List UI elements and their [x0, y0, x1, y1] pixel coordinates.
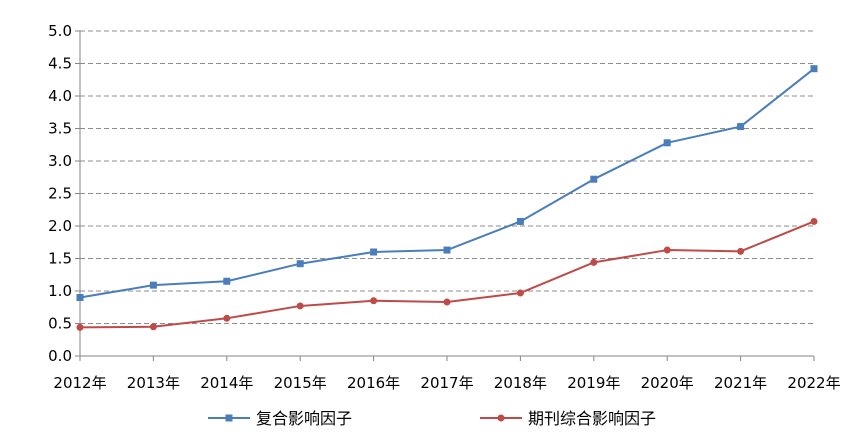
x-tick-label: 2016年: [347, 374, 400, 392]
series-line: [79, 67, 815, 299]
data-point: [663, 139, 671, 147]
x-tick-label: 2014年: [200, 374, 253, 392]
data-point: [590, 258, 598, 266]
y-tick-label: 1.0: [48, 282, 72, 300]
data-point: [370, 297, 378, 305]
data-point: [76, 294, 84, 301]
y-tick-label: 3.5: [48, 120, 72, 138]
y-tick-label: 4.5: [48, 55, 72, 73]
data-point: [149, 323, 157, 331]
data-point: [810, 217, 818, 225]
gridlines: [80, 30, 814, 324]
x-tick-label: 2012年: [53, 374, 106, 392]
series: [76, 65, 818, 331]
legend-label: 复合影响因子: [256, 409, 352, 428]
series-line: [79, 220, 815, 329]
data-point: [443, 246, 451, 254]
data-point: [149, 281, 157, 289]
y-tick-label: 3.0: [48, 152, 72, 170]
data-point: [737, 123, 745, 131]
data-point: [223, 314, 231, 322]
series-2: [76, 217, 818, 331]
data-point: [370, 248, 378, 256]
data-point: [663, 246, 671, 254]
x-tick-label: 2013年: [127, 374, 180, 392]
data-point: [810, 65, 818, 73]
y-tick-label: 2.5: [48, 185, 72, 203]
y-tick-label: 2.0: [48, 217, 72, 235]
data-point: [296, 260, 304, 268]
x-tick-label: 2017年: [420, 374, 473, 392]
y-axis-tick-labels: 0.0 0.5 1.0 1.5 2.0 2.5 3.0 3.5 4.0 4.5 5.0: [48, 22, 72, 365]
legend-item-2: 期刊综合影响因子: [480, 409, 656, 428]
data-point: [296, 302, 304, 310]
y-tick-label: 5.0: [48, 22, 72, 40]
legend-item-1: 复合影响因子: [208, 409, 352, 428]
data-point: [223, 277, 231, 285]
data-point: [516, 217, 524, 225]
y-tick-label: 1.5: [48, 250, 72, 268]
x-tick-label: 2019年: [567, 374, 620, 392]
data-point: [590, 175, 598, 183]
data-point: [443, 298, 451, 306]
legend: 复合影响因子 期刊综合影响因子: [208, 409, 656, 428]
data-point: [76, 323, 84, 331]
x-tick-label: 2022年: [787, 374, 840, 392]
y-tick-label: 0.5: [48, 315, 72, 333]
legend-marker: [497, 414, 505, 422]
data-point: [516, 289, 524, 297]
series-1: [76, 65, 818, 301]
legend-marker: [225, 414, 233, 422]
x-axis-tick-labels: 2012年 2013年 2014年 2015年 2016年 2017年 2018年 2019年…: [53, 374, 840, 392]
data-point: [737, 247, 745, 255]
axes: [75, 30, 815, 361]
legend-label: 期刊综合影响因子: [528, 409, 656, 428]
x-tick-label: 2018年: [494, 374, 547, 392]
x-tick-label: 2021年: [714, 374, 767, 392]
y-tick-label: 0.0: [48, 347, 72, 365]
y-tick-label: 4.0: [48, 87, 72, 105]
x-tick-label: 2015年: [274, 374, 327, 392]
x-tick-label: 2020年: [641, 374, 694, 392]
